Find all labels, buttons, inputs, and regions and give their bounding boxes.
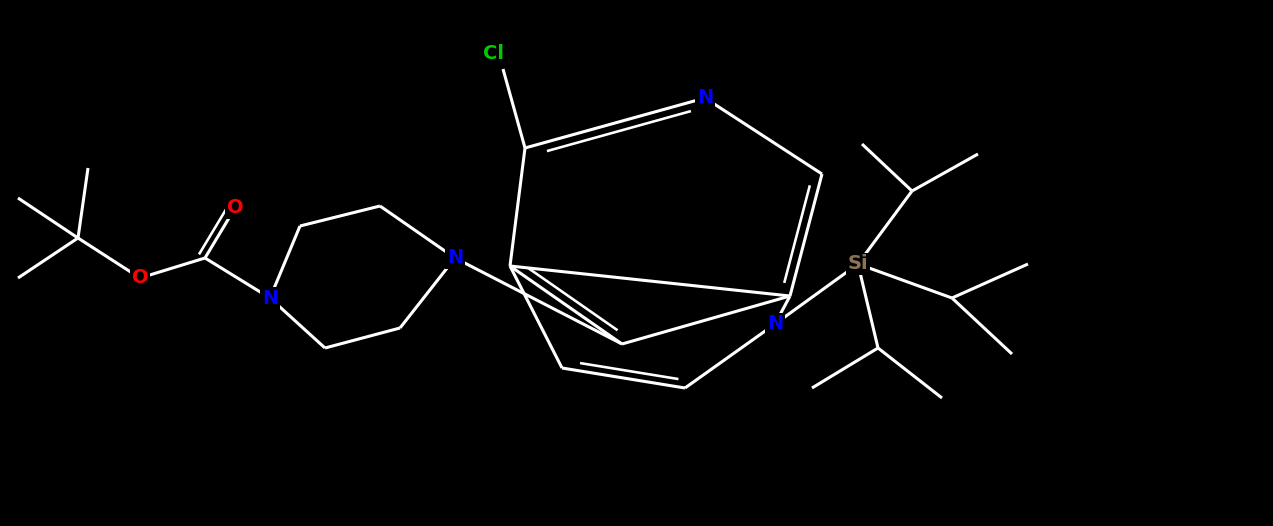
Text: N: N <box>696 88 713 107</box>
Text: O: O <box>227 198 243 217</box>
Text: O: O <box>131 268 149 288</box>
Text: Cl: Cl <box>482 45 504 64</box>
Text: N: N <box>447 248 463 268</box>
Text: N: N <box>262 288 278 308</box>
Text: Si: Si <box>848 255 868 274</box>
Text: N: N <box>766 315 783 333</box>
